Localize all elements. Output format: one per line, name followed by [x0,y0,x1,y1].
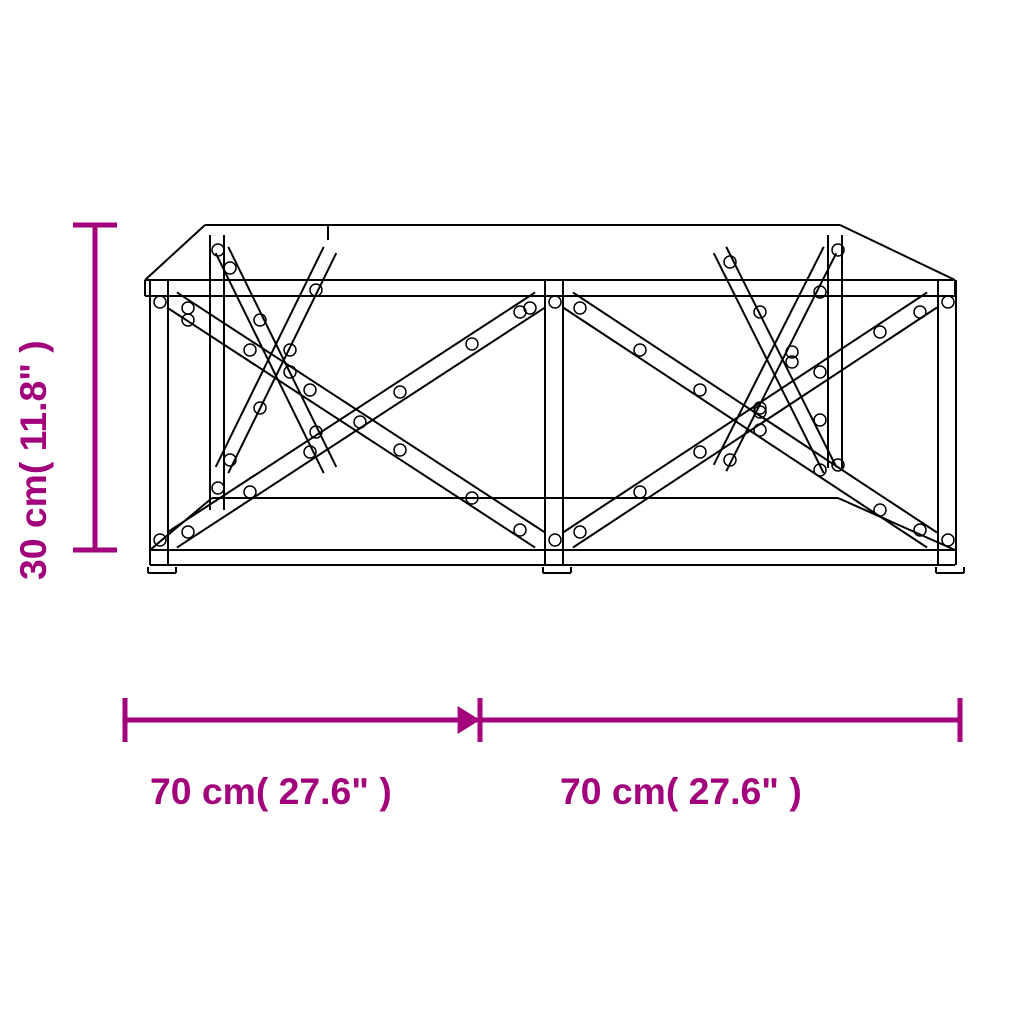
dim-label-depth: 70 cm( 27.6" ) [150,770,392,813]
drawing-svg [0,0,1024,1024]
dim-label-width: 70 cm( 27.6" ) [560,770,802,813]
dim-label-height: 30 cm( 11.8" ) [12,340,55,580]
diagram-stage: 30 cm( 11.8" ) 70 cm( 27.6" ) 70 cm( 27.… [0,0,1024,1024]
